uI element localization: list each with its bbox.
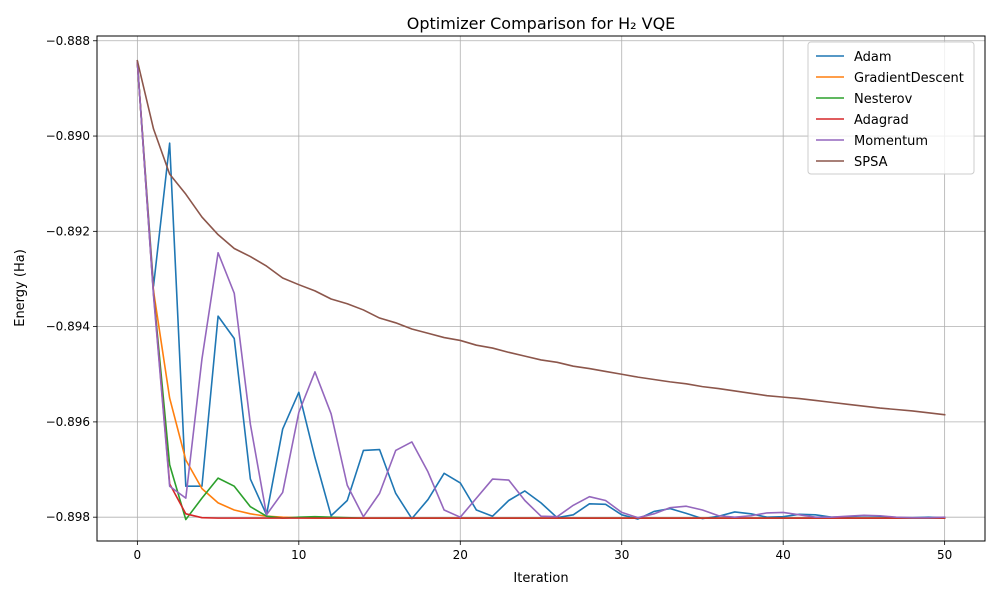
legend-label-nesterov: Nesterov: [854, 92, 913, 107]
legend-label-momentum: Momentum: [854, 134, 928, 149]
legend-label-spsa: SPSA: [854, 155, 888, 170]
y-tick-label: −0.892: [46, 224, 90, 238]
y-tick-label: −0.888: [46, 34, 90, 48]
x-tick-label: 40: [776, 548, 791, 562]
series-line-momentum: [136, 61, 946, 519]
x-axis-ticks: 0 10 20 30 40 50: [134, 541, 952, 562]
series-lines: [136, 59, 946, 521]
y-tick-label: −0.894: [46, 320, 90, 334]
series-line-spsa: [136, 59, 946, 416]
x-tick-label: 30: [614, 548, 629, 562]
legend-label-adam: Adam: [854, 50, 892, 65]
y-tick-label: −0.896: [46, 415, 90, 429]
chart-title: Optimizer Comparison for H₂ VQE: [407, 14, 676, 33]
legend-label-adagrad: Adagrad: [854, 113, 909, 128]
y-axis-ticks: −0.898 −0.896 −0.894 −0.892 −0.890 −0.888: [46, 34, 97, 524]
legend-label-gradientdescent: GradientDescent: [854, 71, 964, 86]
legend: Adam GradientDescent Nesterov Adagrad Moment…: [807, 41, 975, 175]
x-axis-label: Iteration: [513, 571, 568, 586]
plot-frame: [96, 35, 986, 542]
series-line-adagrad: [136, 61, 946, 519]
series-line-adam: [136, 61, 946, 520]
x-tick-label: 0: [134, 548, 142, 562]
y-axis-label: Energy (Ha): [13, 249, 28, 327]
x-tick-label: 10: [291, 548, 306, 562]
y-tick-label: −0.898: [46, 510, 90, 524]
y-tick-label: −0.890: [46, 129, 90, 143]
x-tick-label: 50: [937, 548, 952, 562]
legend-box: [807, 41, 975, 175]
x-tick-label: 20: [453, 548, 468, 562]
